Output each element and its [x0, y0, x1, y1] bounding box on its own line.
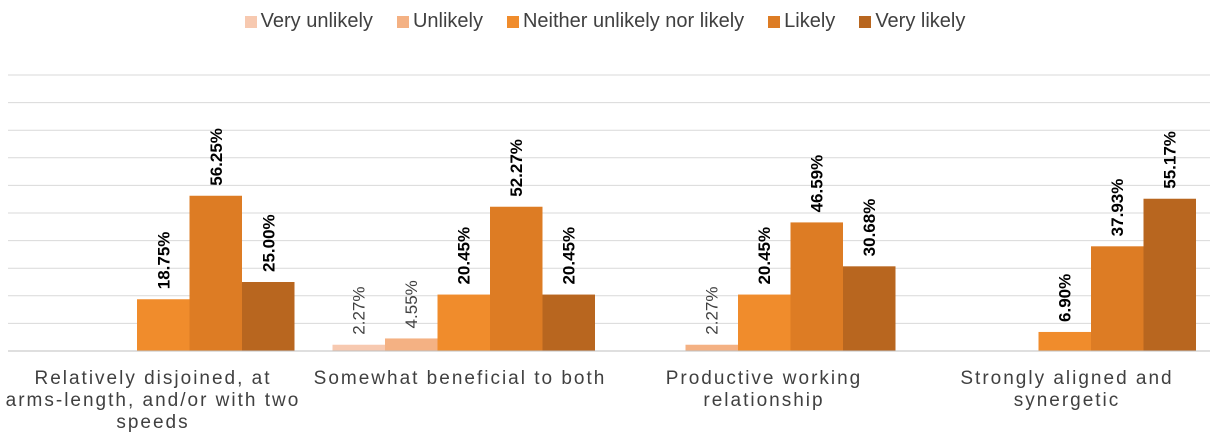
data-label: 20.45%: [455, 227, 474, 285]
data-label: 20.45%: [560, 227, 579, 285]
legend-swatch: [859, 15, 872, 28]
bar: [137, 299, 190, 351]
legend-label: Likely: [784, 10, 836, 32]
data-label: 2.27%: [350, 287, 369, 335]
data-label: 2.27%: [703, 287, 722, 335]
bar: [189, 195, 242, 351]
legend-item-unlikely: Unlikely: [396, 10, 483, 33]
data-label: 37.93%: [1108, 179, 1127, 237]
category-label-somewhat-beneficial: Somewhat beneficial to both: [313, 368, 607, 389]
bar: [1143, 198, 1196, 351]
bar: [1038, 331, 1091, 351]
bar: [490, 206, 543, 351]
data-label: 56.25%: [207, 128, 226, 186]
bar: [843, 266, 896, 351]
bar: [685, 344, 738, 351]
legend-label: Very likely: [875, 10, 966, 32]
legend-label: Very unlikely: [260, 10, 373, 32]
legend-item-very-unlikely: Very unlikely: [244, 10, 373, 33]
data-label: 25.00%: [259, 214, 278, 272]
bar: [738, 294, 791, 351]
bar: [1091, 246, 1144, 351]
legend-label: Neither unlikely nor likely: [522, 10, 745, 32]
bar: [790, 222, 843, 351]
legend-item-likely: Likely: [768, 10, 835, 33]
bar: [385, 338, 438, 351]
legend-item-neither: Neither unlikely nor likely: [506, 10, 745, 33]
data-label: 6.90%: [1056, 274, 1075, 322]
data-label: 52.27%: [507, 139, 526, 197]
bar: [437, 294, 490, 351]
category-label-strongly-aligned: Strongly aligned and synergetic: [960, 368, 1174, 411]
legend-swatch: [506, 15, 519, 28]
legend-item-very-likely: Very likely: [859, 10, 965, 33]
legend-swatch: [244, 15, 257, 28]
data-label: 18.75%: [154, 232, 173, 290]
bar: [242, 282, 295, 351]
category-label-productive: Productive working relationship: [665, 368, 863, 411]
bar: [332, 344, 385, 351]
bar: [542, 294, 595, 351]
legend-swatch: [396, 15, 409, 28]
data-label: 30.68%: [860, 199, 879, 257]
category-label-disjoined: Relatively disjoined, at arms-length, an…: [5, 368, 301, 433]
data-label: 20.45%: [755, 227, 774, 285]
legend-swatch: [768, 15, 781, 28]
data-label: 4.55%: [402, 280, 421, 328]
data-label: 46.59%: [808, 155, 827, 213]
legend: Very unlikely Unlikely Neither unlikely …: [0, 10, 1210, 33]
data-label: 55.17%: [1161, 131, 1180, 189]
legend-label: Unlikely: [412, 10, 483, 32]
